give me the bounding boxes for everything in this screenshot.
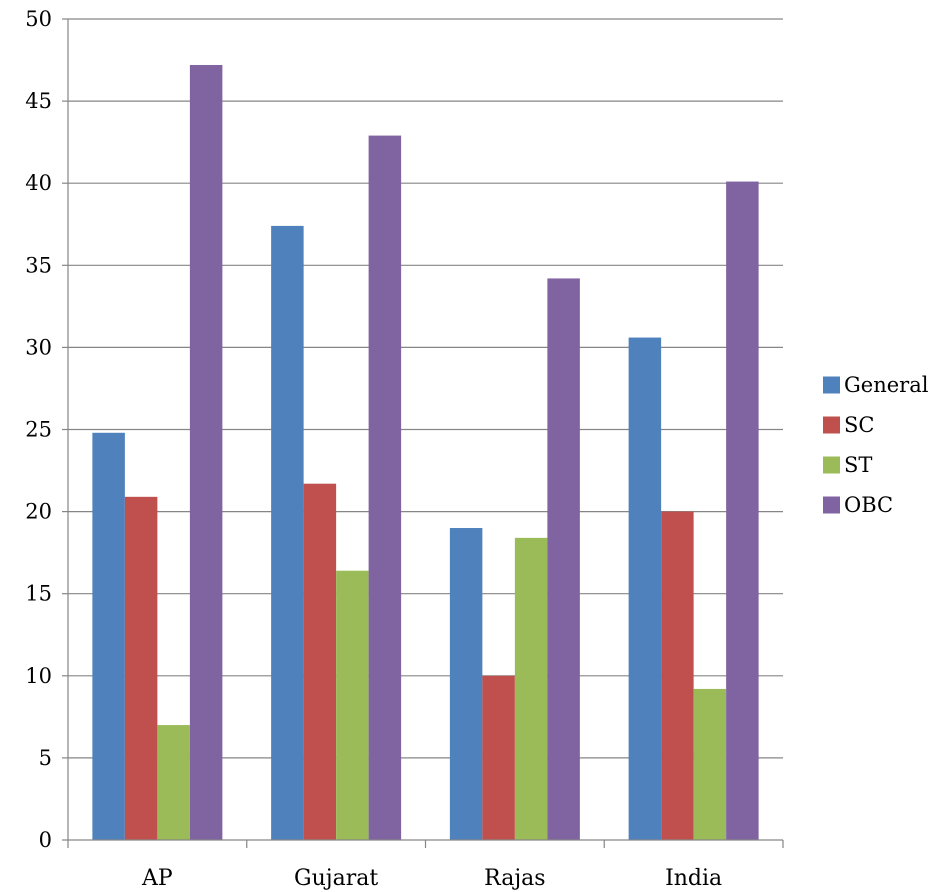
bar-st-india [693,688,727,840]
bar-obc-ap [189,64,223,840]
axes [62,18,784,848]
y-tick-label: 45 [25,89,52,113]
bar-sc-gujarat [303,483,337,840]
y-axis-tick-labels: 0 5 10 15 20 25 30 35 40 45 50 [25,7,52,852]
bar-obc-india [726,181,759,841]
bar-general-gujarat [271,225,304,841]
legend-label-general: General [844,373,929,397]
x-axis-category-labels: AP Gujarat Rajas India [141,866,722,891]
bar-sc-india [661,511,694,840]
bar-obc-rajas [547,278,580,840]
legend: General SC ST OBC [823,373,929,517]
y-tick-label: 50 [25,7,52,31]
y-tick-label: 20 [25,500,52,524]
y-tick-label: 15 [25,582,52,606]
x-category-label: Rajas [484,866,545,891]
x-category-label: Gujarat [294,866,378,891]
y-tick-label: 35 [25,253,52,277]
legend-label-st: ST [844,453,872,477]
bar-st-rajas [514,537,548,840]
legend-swatch-st [823,456,840,474]
bar-sc-rajas [482,675,515,840]
bar-st-ap [157,725,190,840]
x-category-label: AP [141,866,173,891]
y-tick-label: 10 [25,664,52,688]
x-category-label: India [665,866,722,891]
legend-swatch-general [823,376,840,394]
legend-swatch-obc [823,496,840,514]
bar-sc-ap [124,496,158,840]
bar-general-india [628,337,662,840]
bar-general-ap [92,432,125,840]
y-tick-label: 0 [39,828,52,852]
legend-label-sc: SC [844,413,874,437]
bars [92,64,759,841]
bar-general-rajas [449,528,483,840]
legend-swatch-sc [823,416,840,434]
bar-st-gujarat [336,570,369,840]
y-tick-label: 40 [25,171,52,195]
y-tick-label: 5 [39,746,52,770]
gridlines [68,18,783,759]
legend-label-obc: OBC [844,493,893,517]
y-tick-label: 30 [25,335,52,359]
bar-obc-gujarat [368,135,402,840]
y-tick-label: 25 [25,418,52,442]
